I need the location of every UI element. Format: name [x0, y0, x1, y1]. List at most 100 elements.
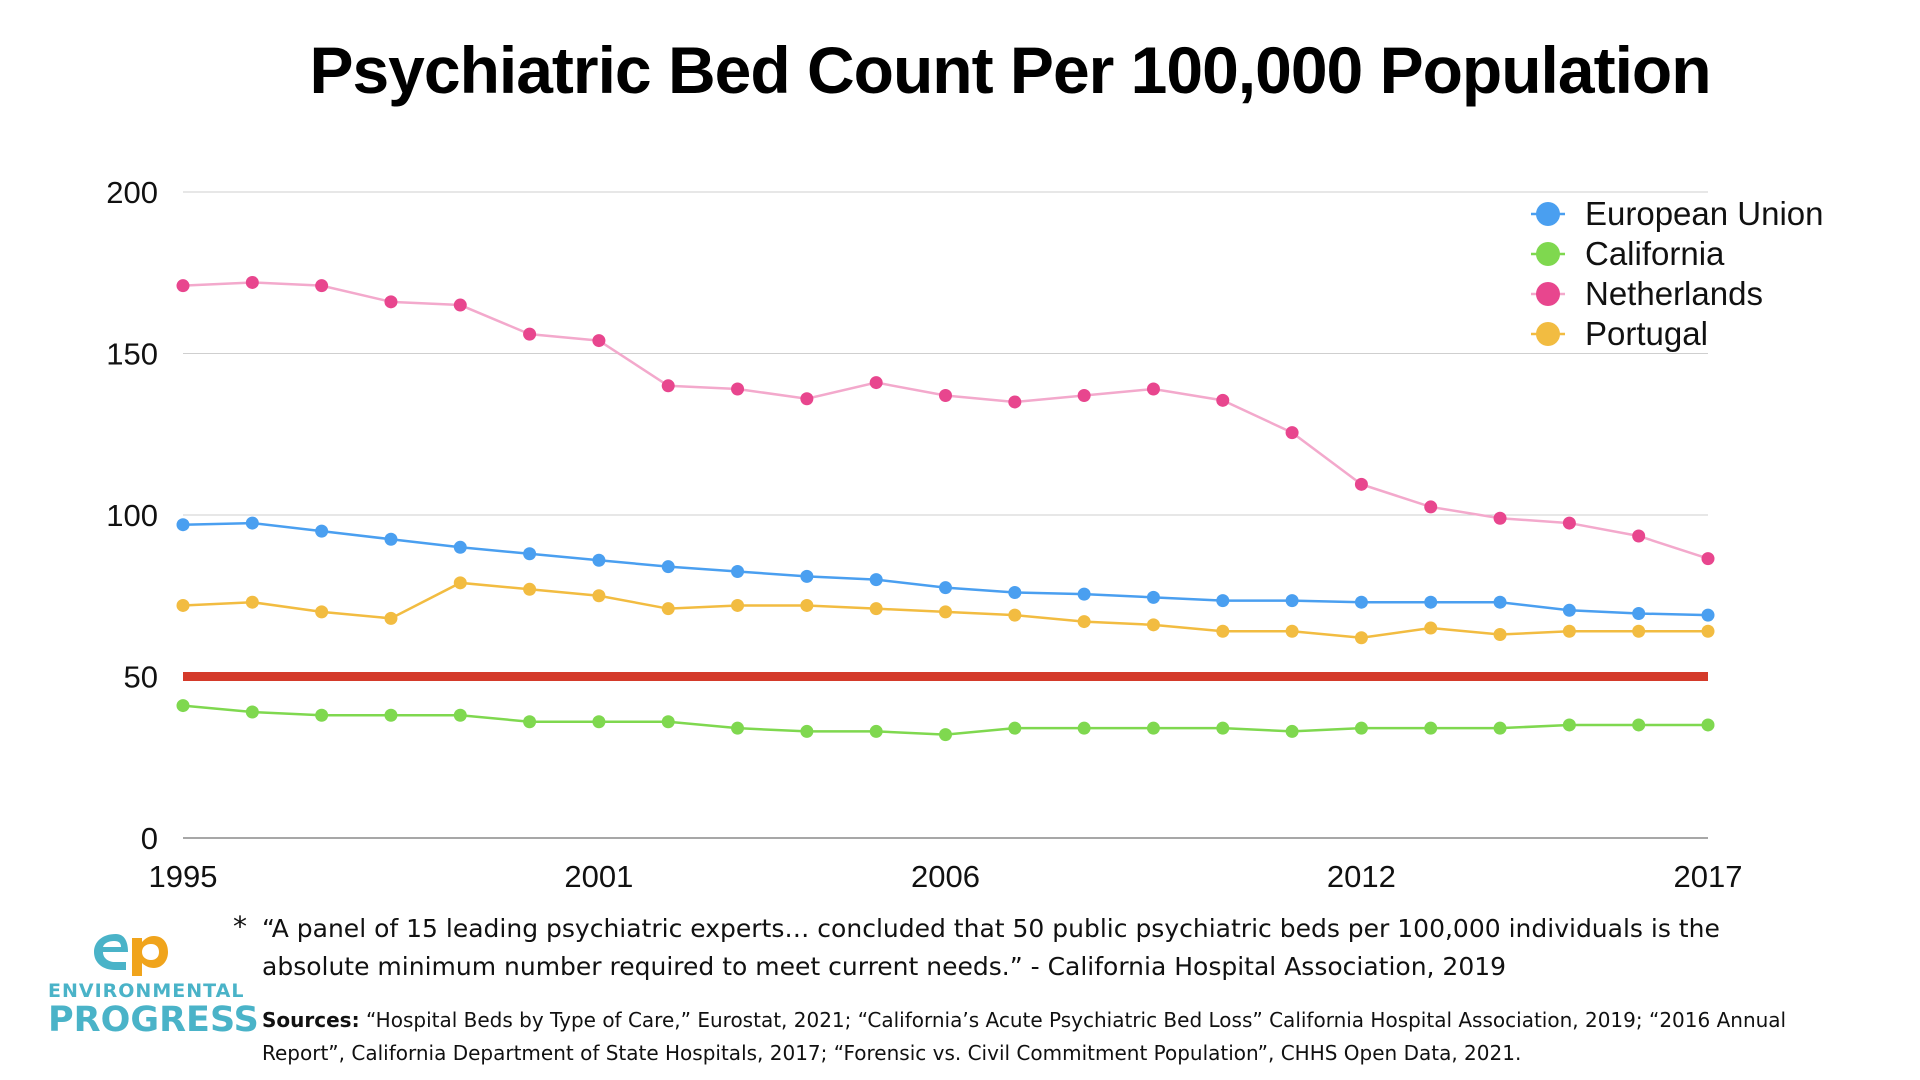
point-european-union-2016	[1632, 607, 1646, 621]
point-portugal-2015	[1562, 624, 1576, 638]
point-netherlands-2016	[1632, 529, 1646, 543]
point-netherlands-1995	[176, 279, 190, 293]
point-portugal-2005	[869, 602, 883, 616]
point-netherlands-2002	[661, 379, 675, 393]
point-european-union-1995	[176, 518, 190, 532]
point-european-union-2000	[523, 547, 537, 561]
point-california-2016	[1632, 718, 1646, 732]
environmental-progress-logo: ENVIRONMENTAL PROGRESS	[48, 928, 259, 1048]
point-european-union-1999	[453, 540, 467, 554]
sources-line-1: Sources: “Hospital Beds by Type of Care,…	[262, 1004, 1912, 1037]
point-portugal-2017	[1701, 624, 1715, 638]
point-european-union-2003	[731, 565, 745, 579]
point-european-union-1998	[384, 532, 398, 546]
y-tick-label-100: 100	[106, 498, 158, 533]
series-line-netherlands	[182, 281, 1709, 560]
point-california-2006	[939, 728, 952, 742]
point-netherlands-1998	[384, 295, 398, 309]
point-netherlands-2013	[1424, 500, 1438, 514]
point-european-union-2009	[1146, 590, 1160, 604]
footnote-line-2: absolute minimum number required to meet…	[262, 952, 1507, 981]
point-california-2003	[731, 721, 745, 735]
point-european-union-2012	[1354, 595, 1368, 609]
point-portugal-2004	[800, 598, 814, 612]
point-european-union-2013	[1424, 595, 1438, 609]
point-portugal-2009	[1146, 618, 1160, 632]
point-california-2000	[523, 715, 537, 729]
point-netherlands-1999	[453, 298, 467, 312]
point-european-union-2014	[1493, 595, 1507, 609]
sources-line-2: Report”, California Department of State …	[262, 1041, 1522, 1065]
series-line-european-union	[182, 521, 1709, 617]
point-portugal-2008	[1077, 615, 1091, 629]
point-netherlands-2004	[800, 392, 814, 406]
x-tick-label-1995: 1995	[149, 859, 218, 894]
point-portugal-2003	[731, 598, 745, 612]
legend-marker-portugal	[1536, 322, 1560, 346]
point-netherlands-2005	[869, 376, 883, 390]
point-california-2014	[1493, 721, 1507, 735]
point-california-2015	[1562, 718, 1576, 732]
point-netherlands-2001	[592, 334, 606, 348]
legend-label-california: California	[1585, 235, 1725, 272]
point-portugal-2010	[1216, 624, 1230, 638]
point-portugal-2014	[1493, 628, 1507, 642]
point-netherlands-2003	[731, 382, 745, 396]
point-california-2010	[1216, 721, 1230, 735]
point-portugal-2011	[1285, 624, 1299, 638]
point-netherlands-1997	[315, 279, 329, 293]
legend-label-european-union: European Union	[1585, 195, 1824, 232]
point-netherlands-2009	[1146, 382, 1160, 396]
point-european-union-2017	[1701, 608, 1715, 622]
legend-marker-netherlands	[1536, 282, 1560, 306]
sources-label: Sources:	[262, 1008, 360, 1032]
point-california-1996	[245, 705, 259, 719]
point-netherlands-2006	[939, 388, 952, 402]
point-european-union-2015	[1562, 603, 1576, 617]
point-california-2004	[800, 724, 814, 738]
point-portugal-1998	[384, 611, 398, 625]
point-netherlands-2011	[1285, 426, 1299, 440]
legend-marker-european-union	[1536, 202, 1560, 226]
point-portugal-2007	[1008, 608, 1022, 622]
line-chart: 0 50 100 150 200 1995 2001 2006 2012 2017 European…	[106, 175, 1824, 894]
sources-text-1: “Hospital Beds by Type of Care,” Eurosta…	[365, 1008, 1787, 1032]
logo-text-progress: PROGRESS	[48, 1000, 259, 1040]
point-netherlands-2017	[1701, 552, 1715, 566]
legend-marker-california	[1536, 242, 1560, 266]
x-tick-label-2001: 2001	[564, 859, 633, 894]
point-california-2012	[1354, 721, 1368, 735]
x-tick-label-2017: 2017	[1674, 859, 1743, 894]
point-california-1995	[176, 699, 190, 713]
point-california-2013	[1424, 721, 1438, 735]
x-tick-label-2012: 2012	[1327, 859, 1396, 894]
legend-label-netherlands: Netherlands	[1585, 275, 1763, 312]
point-netherlands-2015	[1562, 516, 1576, 530]
point-california-2001	[592, 715, 606, 729]
point-netherlands-2008	[1077, 388, 1091, 402]
y-tick-label-200: 200	[106, 175, 158, 210]
point-california-2005	[869, 724, 883, 738]
sources: Sources: “Hospital Beds by Type of Care,…	[262, 1004, 1912, 1070]
y-tick-label-150: 150	[106, 337, 158, 372]
chart-title: Psychiatric Bed Count Per 100,000 Popula…	[309, 33, 1711, 107]
point-european-union-2007	[1008, 586, 1022, 600]
point-portugal-2002	[661, 602, 675, 616]
point-california-2008	[1077, 721, 1091, 735]
point-portugal-1999	[453, 576, 467, 590]
point-portugal-2006	[939, 605, 952, 619]
point-portugal-1996	[245, 595, 259, 609]
point-netherlands-2007	[1008, 395, 1022, 409]
point-european-union-2001	[592, 553, 606, 567]
point-netherlands-1996	[245, 275, 259, 289]
point-european-union-2006	[939, 581, 952, 595]
point-european-union-2008	[1077, 587, 1091, 601]
point-european-union-2002	[661, 560, 675, 574]
point-california-2017	[1701, 718, 1715, 732]
point-portugal-2012	[1354, 631, 1368, 645]
point-european-union-2011	[1285, 594, 1299, 608]
point-european-union-1996	[245, 516, 259, 530]
point-european-union-1997	[315, 524, 329, 538]
point-portugal-2013	[1424, 621, 1438, 635]
point-portugal-2016	[1632, 624, 1646, 638]
